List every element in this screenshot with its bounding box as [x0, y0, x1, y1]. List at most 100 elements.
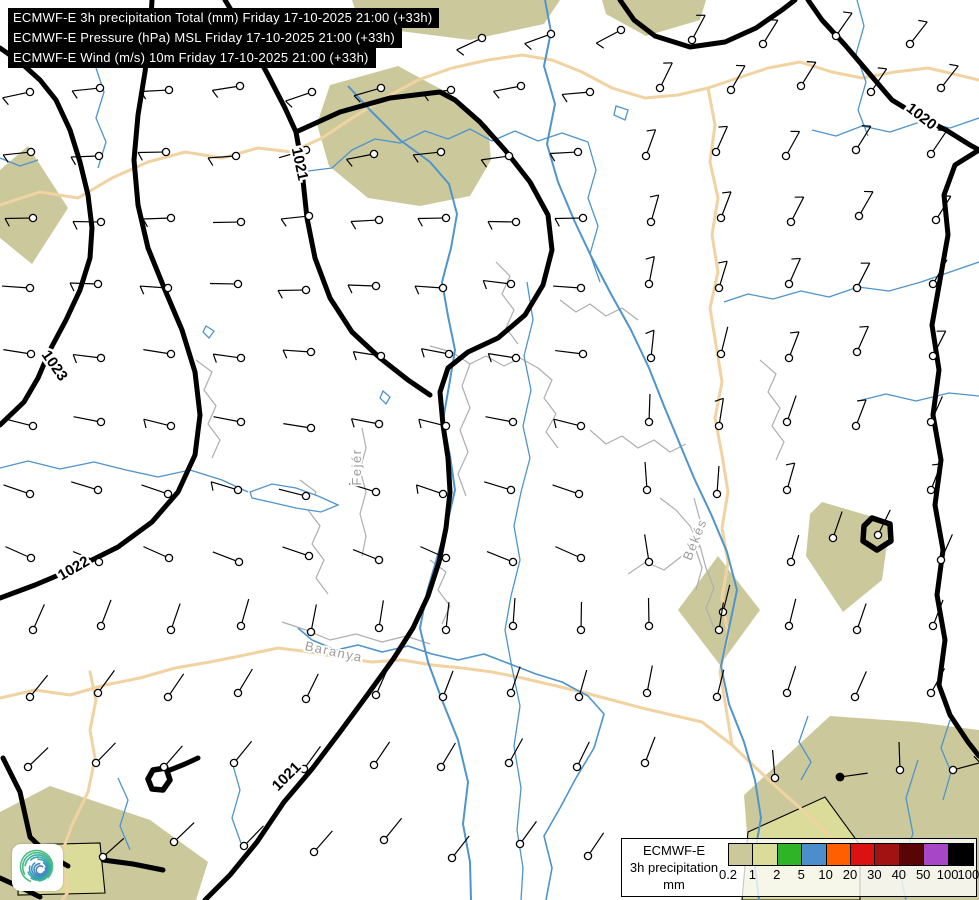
region-label: Fejér	[349, 448, 364, 485]
title-precipitation-line: ECMWF-E 3h precipitation Total (mm) Frid…	[8, 8, 440, 28]
logo-spiral-ring	[28, 858, 49, 879]
wind-barb	[139, 283, 173, 295]
wind-barb	[347, 281, 381, 294]
logo-spiral-ring	[35, 865, 46, 875]
wind-barb	[352, 548, 384, 565]
wind-barb	[493, 81, 526, 99]
wind-barb	[482, 279, 516, 290]
wind-barb	[353, 83, 386, 103]
wind-barb	[504, 738, 524, 768]
wind-barb	[508, 598, 518, 631]
wind-barb	[166, 603, 181, 635]
wind-barb	[506, 666, 521, 698]
legend-swatch	[874, 843, 901, 866]
legend-tick: 20	[842, 867, 858, 882]
wind-barb	[278, 145, 311, 159]
legend-title: ECMWF-E 3h precipitation mm	[622, 839, 726, 896]
wind-barb	[71, 481, 103, 495]
wind-barb	[645, 329, 656, 363]
wind-barb	[91, 742, 116, 768]
wind-barb	[2, 283, 35, 293]
wind-barb	[487, 353, 521, 363]
legend-swatch	[776, 843, 803, 866]
wind-barb	[555, 546, 586, 563]
wind-barb	[414, 283, 448, 295]
wind-barb	[285, 87, 317, 108]
wind-barb	[831, 11, 853, 41]
wind-barb	[98, 837, 125, 862]
wind-barb	[309, 830, 333, 857]
wind-barb	[72, 353, 106, 364]
legend-swatch	[898, 843, 925, 866]
wind-barb	[936, 534, 953, 565]
wind-barb	[646, 194, 660, 227]
wind-barb	[905, 19, 928, 49]
wind-barb	[828, 511, 843, 543]
wind-barb	[711, 125, 728, 157]
wind-barb	[142, 213, 176, 228]
wind-barb	[418, 418, 451, 431]
wind-barb	[5, 546, 36, 563]
legend-parameter: 3h precipitation	[629, 860, 719, 875]
wind-barb	[456, 33, 487, 56]
wind-barb	[796, 61, 817, 91]
wind-barb	[229, 740, 253, 768]
wind-barb	[480, 151, 514, 168]
wind-barb	[714, 397, 724, 431]
wind-barb	[417, 213, 451, 227]
wind-barb	[770, 750, 780, 783]
wind-barb	[436, 742, 456, 772]
wind-barb	[301, 673, 319, 704]
wind-barb	[595, 25, 626, 49]
legend-swatch	[728, 843, 754, 866]
wind-barb	[210, 481, 243, 495]
wind-barb	[866, 67, 888, 97]
isobar-label: 1020	[903, 100, 940, 134]
legend-swatch	[923, 843, 950, 866]
wind-barb	[835, 772, 868, 782]
wind-barb	[487, 217, 521, 230]
wind-barb	[549, 147, 583, 162]
wind-barb	[72, 217, 106, 230]
wind-barb	[644, 597, 654, 631]
wind-barb	[282, 546, 314, 561]
wind-barb	[3, 349, 36, 359]
legend-swatch	[752, 843, 779, 866]
wind-barb	[484, 481, 516, 495]
title-wind-line: ECMWF-E Wind (m/s) 10m Friday 17-10-2025…	[8, 48, 376, 68]
wind-barb	[852, 262, 871, 293]
wind-barb	[873, 509, 891, 540]
wind-barb	[25, 674, 49, 702]
wind-barb	[143, 546, 174, 563]
wind-barb	[782, 462, 796, 495]
wind-barb	[169, 822, 195, 847]
wind-barb	[23, 747, 49, 772]
wind-barb	[644, 393, 654, 427]
wind-barb	[236, 598, 250, 631]
legend-unit: mm	[663, 877, 685, 892]
wind-barb	[852, 325, 869, 357]
wind-barb	[784, 331, 800, 363]
wind-barb	[716, 191, 732, 223]
wind-barb	[583, 832, 605, 861]
wind-barb	[642, 462, 652, 495]
wind-barb	[207, 151, 241, 166]
wind-barb	[552, 484, 584, 499]
legend-tick: 40	[891, 867, 907, 882]
wind-barb	[716, 326, 729, 359]
legend-tick: 1	[748, 867, 757, 882]
wind-barb	[415, 484, 448, 499]
wind-barb	[553, 418, 586, 431]
wind-barb	[644, 534, 654, 567]
legend-tick-values: 0.2 1 2 5 10 20 30 40 50 1001000	[719, 867, 979, 884]
wind-barb	[854, 190, 874, 221]
wind-barb	[374, 600, 384, 633]
legend-tick: 10	[818, 867, 833, 882]
wind-barb	[159, 745, 183, 772]
wind-barb	[441, 602, 451, 635]
wind-barb	[140, 85, 174, 100]
wind-barb	[850, 671, 867, 702]
